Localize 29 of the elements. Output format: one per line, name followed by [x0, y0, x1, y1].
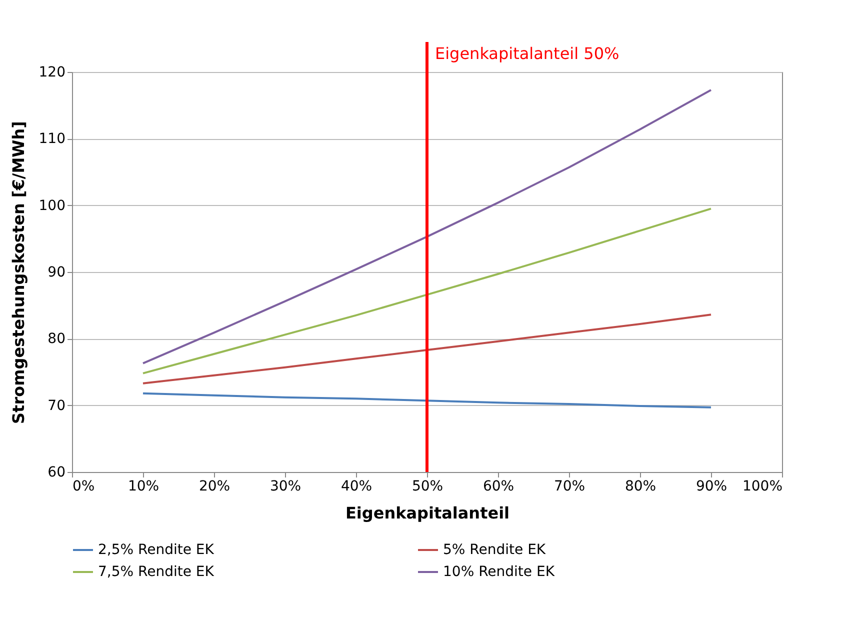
y-tick-label: 120 [38, 64, 66, 80]
y-tick-label: 90 [48, 264, 66, 280]
x-tick-label: 20% [198, 478, 230, 494]
x-tick-label: 90% [696, 478, 728, 494]
x-tick-label: 60% [482, 478, 514, 494]
y-tick-label: 70 [48, 398, 66, 414]
x-tick-label: 70% [554, 478, 586, 494]
x-tick-label: 10% [128, 478, 160, 494]
x-axis-title: Eigenkapitalanteil [345, 504, 510, 522]
legend-label: 5% Rendite EK [443, 542, 546, 558]
y-axis-title: Stromgestehungskosten [€/MWh] [8, 121, 28, 424]
x-tick-label: 100% [742, 478, 782, 494]
x-tick-label: 40% [340, 478, 372, 494]
legend-label: 2,5% Rendite EK [98, 542, 215, 558]
legend-label: 7,5% Rendite EK [98, 564, 215, 580]
x-tick-label: 80% [624, 478, 656, 494]
x-tick-label: 0% [72, 478, 95, 494]
x-tick-label: 50% [412, 478, 444, 494]
line-series [142, 392, 712, 408]
y-tick-label: 60 [48, 464, 66, 480]
line-series [142, 208, 712, 374]
y-tick-label: 110 [38, 131, 66, 148]
line-series [142, 314, 712, 384]
x-tick-label: 30% [270, 478, 302, 494]
legend-label: 10% Rendite EK [443, 564, 556, 580]
y-tick-label: 100 [38, 198, 66, 214]
y-tick-label: 80 [48, 331, 66, 348]
ref-line-label: Eigenkapitalanteil 50% [435, 44, 620, 63]
line-series [142, 89, 712, 364]
